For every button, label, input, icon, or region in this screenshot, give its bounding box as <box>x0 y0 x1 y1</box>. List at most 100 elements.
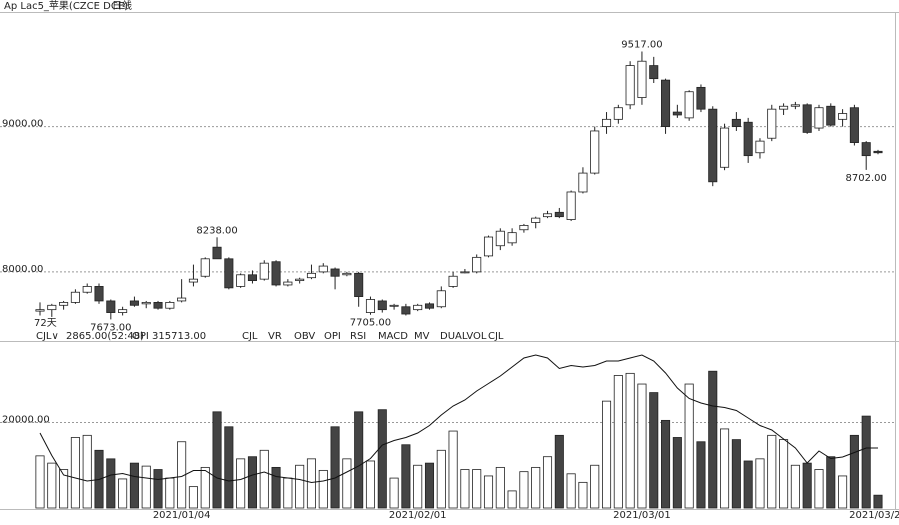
y-tick-label: 8000.00 <box>2 264 43 275</box>
candle-body <box>460 271 470 274</box>
candle-body <box>59 301 69 306</box>
volume-bar <box>802 462 812 509</box>
indicator-tab[interactable]: RSI <box>350 331 366 342</box>
candle-body <box>448 275 458 287</box>
volume-bar <box>472 469 482 509</box>
candle-body <box>849 107 859 143</box>
candle-body <box>684 91 694 119</box>
candle-body <box>330 268 340 277</box>
candle-body <box>82 286 92 293</box>
volume-bar <box>460 469 470 509</box>
volume-bar <box>755 458 765 509</box>
volume-bar <box>47 462 57 509</box>
volume-bar <box>790 464 800 509</box>
volume-bar <box>106 458 116 509</box>
candle-body <box>401 306 411 315</box>
x-tick-label: 2021/03/26 <box>849 510 899 521</box>
candle-body <box>259 262 269 280</box>
volume-bar <box>283 477 293 509</box>
volume-bar <box>365 460 376 509</box>
indicator-tab[interactable]: OBV <box>294 331 315 342</box>
indicator-tab[interactable]: CJL <box>488 331 504 342</box>
y-tick-label: 9000.00 <box>2 119 43 130</box>
volume-bar <box>259 449 269 509</box>
period[interactable]: 日线 <box>112 0 132 12</box>
candle-body <box>224 258 234 289</box>
candle-body <box>602 118 612 127</box>
candle-body <box>94 286 104 302</box>
candle-body <box>767 108 777 139</box>
indicator-tab[interactable]: MV <box>414 331 430 342</box>
volume-bar <box>224 426 234 509</box>
volume-bar <box>236 458 246 509</box>
candle-body <box>613 107 623 120</box>
volume-bar <box>519 471 529 509</box>
candle-body <box>507 232 517 244</box>
candle-body <box>672 111 682 116</box>
volume-bar <box>672 437 682 509</box>
volume-bar <box>625 372 635 509</box>
candle-body <box>802 104 812 133</box>
volume-bar <box>59 469 69 509</box>
volume-bar <box>82 434 92 509</box>
candle-body <box>129 300 139 306</box>
candle-body <box>283 281 293 286</box>
opi-line <box>39 354 878 484</box>
volume-bar <box>613 375 623 509</box>
candle-body <box>838 113 848 120</box>
readout-opi: OPI 315713.00 <box>132 331 206 342</box>
volume-bar <box>247 456 257 509</box>
volume-bar <box>578 481 588 509</box>
candle-body <box>389 304 399 307</box>
candle-body <box>554 211 564 218</box>
x-tick-label: 2021/01/04 <box>153 510 211 521</box>
volume-bar <box>720 428 730 509</box>
volume-bar <box>448 430 458 509</box>
indicator-tab[interactable]: DUALVOL <box>440 331 487 342</box>
candle-body <box>531 217 541 223</box>
candle-body <box>365 299 376 313</box>
candle-body <box>295 278 305 282</box>
chart-title: Ap Lac5_苹果(CZCE DCE) <box>4 0 128 12</box>
candle-body <box>519 224 529 231</box>
candle-body <box>141 301 151 305</box>
volume-bar <box>779 439 789 509</box>
volume-bar <box>495 466 505 509</box>
volume-bar <box>483 475 494 509</box>
price-annotation: 8702.00 <box>846 173 887 184</box>
volume-bar <box>295 464 305 509</box>
candle-body <box>377 300 387 311</box>
indicator-tab[interactable]: OPI <box>324 331 341 342</box>
indicator-select[interactable]: CJL∨ <box>36 331 59 342</box>
readout: 2865.00(52:48) <box>66 331 144 342</box>
candle-body <box>306 272 316 279</box>
candle-body <box>649 65 659 80</box>
volume-bar <box>354 411 364 509</box>
candle-body <box>483 236 494 257</box>
candle-body <box>472 256 482 273</box>
volume-bar <box>531 466 541 509</box>
volume-bar <box>826 456 836 509</box>
indicator-tab[interactable]: VR <box>268 331 282 342</box>
candle-body <box>790 104 800 107</box>
candle-body <box>578 172 588 193</box>
candle-body <box>743 121 753 157</box>
volume-bar <box>542 456 553 509</box>
candle-body <box>200 258 210 277</box>
volume-bar <box>696 441 706 509</box>
candle-body <box>35 309 45 312</box>
volume-bar <box>271 466 281 509</box>
candle-body <box>826 105 836 126</box>
indicator-tab[interactable]: MACD <box>378 331 408 342</box>
candle-body <box>271 261 281 286</box>
candle-body <box>236 274 246 287</box>
candle-body <box>720 127 730 168</box>
candle-body <box>814 107 824 129</box>
indicator-tab[interactable]: CJL <box>242 331 258 342</box>
candle-body <box>424 303 435 309</box>
volume-bar <box>590 464 600 509</box>
price-annotation: 9517.00 <box>621 39 662 50</box>
volume-bar <box>684 383 694 509</box>
volume-bar <box>413 464 423 509</box>
